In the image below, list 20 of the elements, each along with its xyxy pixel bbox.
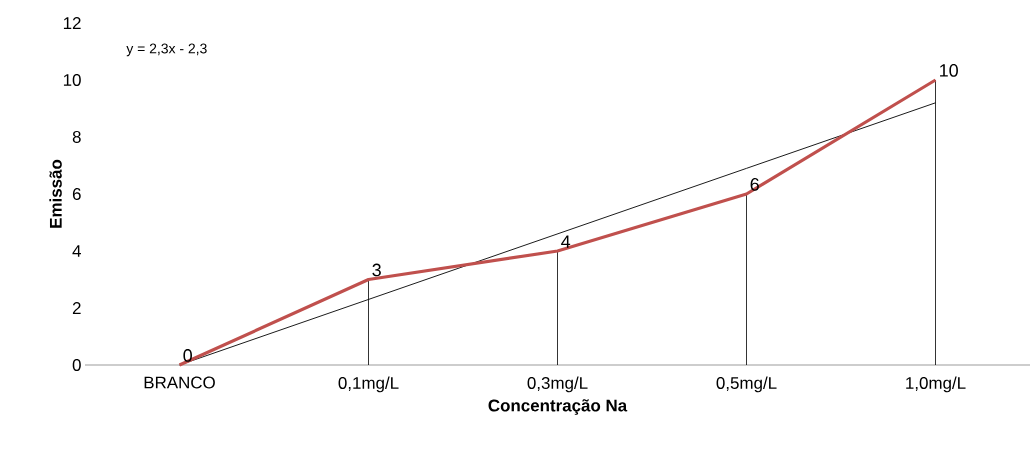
- data-label: 0: [183, 349, 192, 362]
- y-tick-label: 10: [63, 74, 81, 86]
- y-tick-label: 2: [72, 302, 81, 314]
- x-tick-label: 0,3mg/L: [527, 376, 588, 393]
- x-tick-label: 0,1mg/L: [338, 376, 399, 393]
- data-label: 6: [750, 178, 759, 191]
- data-label: 10: [940, 64, 958, 77]
- y-tick-label: 12: [63, 17, 81, 29]
- y-tick-label: 8: [72, 131, 81, 143]
- y-axis-title: Emissão: [49, 159, 62, 228]
- y-tick-label: 0: [72, 359, 81, 371]
- y-tick-label: 4: [72, 245, 81, 257]
- data-label: 3: [372, 263, 381, 277]
- y-tick-label: 6: [72, 188, 81, 200]
- x-tick-label: BRANCO: [144, 376, 215, 389]
- x-tick-label: 1,0mg/L: [906, 376, 966, 393]
- x-axis-title: Concentração Na: [488, 399, 628, 415]
- annotation: y = 2,3x - 2,3: [126, 43, 207, 57]
- data-label: 4: [561, 235, 571, 248]
- x-tick-label: 0,5mg/L: [716, 376, 777, 393]
